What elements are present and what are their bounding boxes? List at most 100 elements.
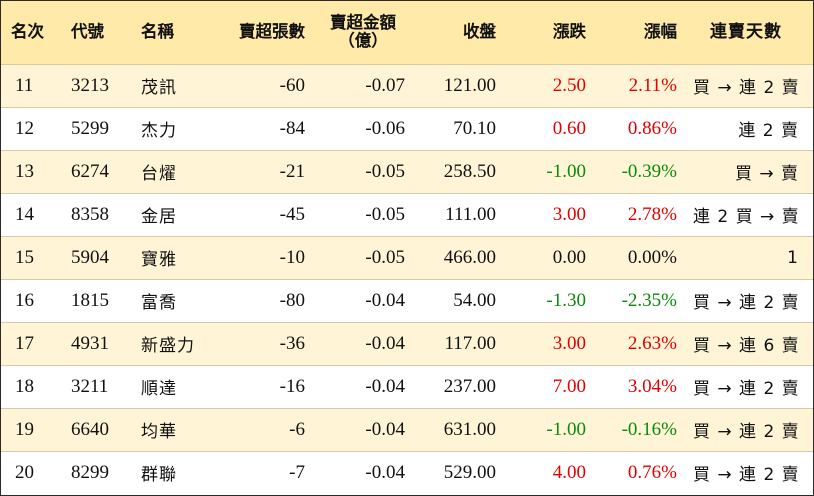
header-rank[interactable]: 名次 <box>11 22 44 42</box>
cell-change-pct: 2.63% <box>594 321 685 365</box>
header-net-sell-amount[interactable]: 賣超金額 （億） <box>313 1 413 64</box>
cell-close: 70.10 <box>413 106 504 150</box>
table-row[interactable]: 13 6274 台燿 -21 -0.05 258.50 -1.00 -0.39% 買 → 賣 <box>1 149 813 193</box>
cell-close: 529.00 <box>413 450 504 494</box>
header-net-sell-amount-line2: （億） <box>338 31 388 51</box>
cell-close: 237.00 <box>413 364 504 408</box>
header-net-sell-lots[interactable]: 賣超張數 <box>239 22 305 42</box>
cell-rank: 15 <box>1 235 63 279</box>
table-row[interactable]: 11 3213 茂訊 -60 -0.07 121.00 2.50 2.11% 買 → 連 2 賣 <box>1 63 813 107</box>
cell-streak: 買 → 連 6 賣 <box>685 321 813 365</box>
cell-code: 6274 <box>63 149 133 193</box>
cell-rank: 18 <box>1 364 63 408</box>
cell-rank: 17 <box>1 321 63 365</box>
cell-close: 466.00 <box>413 235 504 279</box>
cell-streak: 買 → 賣 <box>685 149 813 193</box>
cell-close: 111.00 <box>413 192 504 236</box>
table-header-row: 名次 代號 名稱 賣超張數 賣超金額 （億） 收盤 漲跌 漲幅 連賣天數 <box>1 1 813 64</box>
cell-change-pct: 0.00% <box>594 235 685 279</box>
cell-code: 6640 <box>63 407 133 451</box>
cell-code: 5904 <box>63 235 133 279</box>
header-name[interactable]: 名稱 <box>141 22 174 42</box>
cell-rank: 19 <box>1 407 63 451</box>
cell-change: -1.30 <box>504 278 594 322</box>
table-row[interactable]: 15 5904 寶雅 -10 -0.05 466.00 0.00 0.00% 1 <box>1 235 813 279</box>
cell-change-pct: 2.78% <box>594 192 685 236</box>
header-change-pct[interactable]: 漲幅 <box>644 22 677 42</box>
cell-change: 7.00 <box>504 364 594 408</box>
cell-rank: 12 <box>1 106 63 150</box>
cell-net-sell-lots: -60 <box>221 63 313 107</box>
cell-name: 富喬 <box>133 278 221 322</box>
cell-net-sell-amount: -0.05 <box>313 235 413 279</box>
cell-change: 0.00 <box>504 235 594 279</box>
cell-name: 新盛力 <box>133 321 221 365</box>
cell-code: 3213 <box>63 63 133 107</box>
table-row[interactable]: 20 8299 群聯 -7 -0.04 529.00 4.00 0.76% 買 → 連 2 賣 <box>1 450 813 494</box>
cell-change-pct: -2.35% <box>594 278 685 322</box>
cell-change-pct: -0.16% <box>594 407 685 451</box>
cell-net-sell-lots: -16 <box>221 364 313 408</box>
table-row[interactable]: 14 8358 金居 -45 -0.05 111.00 3.00 2.78% 連 2 買 → 賣 <box>1 192 813 236</box>
cell-streak: 連 2 買 → 賣 <box>685 192 813 236</box>
cell-close: 117.00 <box>413 321 504 365</box>
table-row[interactable]: 19 6640 均華 -6 -0.04 631.00 -1.00 -0.16% 買 → 連 2 … <box>1 407 813 451</box>
cell-code: 1815 <box>63 278 133 322</box>
cell-net-sell-amount: -0.06 <box>313 106 413 150</box>
cell-rank: 14 <box>1 192 63 236</box>
cell-change: 4.00 <box>504 450 594 494</box>
cell-net-sell-amount: -0.04 <box>313 450 413 494</box>
cell-net-sell-lots: -21 <box>221 149 313 193</box>
cell-net-sell-amount: -0.04 <box>313 321 413 365</box>
cell-change: -1.00 <box>504 407 594 451</box>
cell-streak: 連 2 賣 <box>685 106 813 150</box>
cell-close: 54.00 <box>413 278 504 322</box>
header-close[interactable]: 收盤 <box>463 22 496 42</box>
cell-change: 2.50 <box>504 63 594 107</box>
table-row[interactable]: 17 4931 新盛力 -36 -0.04 117.00 3.00 2.63% 買 → 連 6 … <box>1 321 813 365</box>
cell-net-sell-amount: -0.04 <box>313 407 413 451</box>
cell-rank: 11 <box>1 63 63 107</box>
cell-name: 台燿 <box>133 149 221 193</box>
cell-rank: 20 <box>1 450 63 494</box>
cell-change-pct: 2.11% <box>594 63 685 107</box>
header-streak[interactable]: 連賣天數 <box>710 21 782 42</box>
cell-net-sell-amount: -0.05 <box>313 192 413 236</box>
cell-change: -1.00 <box>504 149 594 193</box>
cell-streak: 買 → 連 2 賣 <box>685 278 813 322</box>
cell-close: 121.00 <box>413 63 504 107</box>
cell-net-sell-lots: -10 <box>221 235 313 279</box>
cell-code: 8299 <box>63 450 133 494</box>
header-code[interactable]: 代號 <box>71 22 104 42</box>
cell-close: 258.50 <box>413 149 504 193</box>
cell-name: 順達 <box>133 364 221 408</box>
header-change[interactable]: 漲跌 <box>553 22 586 42</box>
cell-code: 5299 <box>63 106 133 150</box>
cell-net-sell-amount: -0.04 <box>313 364 413 408</box>
cell-code: 8358 <box>63 192 133 236</box>
table-body: 11 3213 茂訊 -60 -0.07 121.00 2.50 2.11% 買 → 連 2 賣… <box>1 63 813 494</box>
cell-net-sell-lots: -84 <box>221 106 313 150</box>
cell-streak: 買 → 連 2 賣 <box>685 63 813 107</box>
cell-name: 金居 <box>133 192 221 236</box>
cell-change: 3.00 <box>504 321 594 365</box>
cell-net-sell-lots: -6 <box>221 407 313 451</box>
cell-code: 4931 <box>63 321 133 365</box>
cell-rank: 13 <box>1 149 63 193</box>
table-row[interactable]: 16 1815 富喬 -80 -0.04 54.00 -1.30 -2.35% 買 → 連 2 … <box>1 278 813 322</box>
cell-change: 3.00 <box>504 192 594 236</box>
cell-net-sell-lots: -80 <box>221 278 313 322</box>
cell-net-sell-lots: -7 <box>221 450 313 494</box>
cell-net-sell-amount: -0.05 <box>313 149 413 193</box>
table-row[interactable]: 18 3211 順達 -16 -0.04 237.00 7.00 3.04% 買 → 連 2 賣 <box>1 364 813 408</box>
header-net-sell-amount-line1: 賣超金額 <box>330 12 396 32</box>
cell-name: 茂訊 <box>133 63 221 107</box>
table-row[interactable]: 12 5299 杰力 -84 -0.06 70.10 0.60 0.86% 連 2 賣 <box>1 106 813 150</box>
cell-streak: 買 → 連 2 賣 <box>685 450 813 494</box>
cell-change-pct: 0.76% <box>594 450 685 494</box>
cell-name: 均華 <box>133 407 221 451</box>
cell-name: 杰力 <box>133 106 221 150</box>
cell-change-pct: 0.86% <box>594 106 685 150</box>
cell-streak: 買 → 連 2 賣 <box>685 407 813 451</box>
